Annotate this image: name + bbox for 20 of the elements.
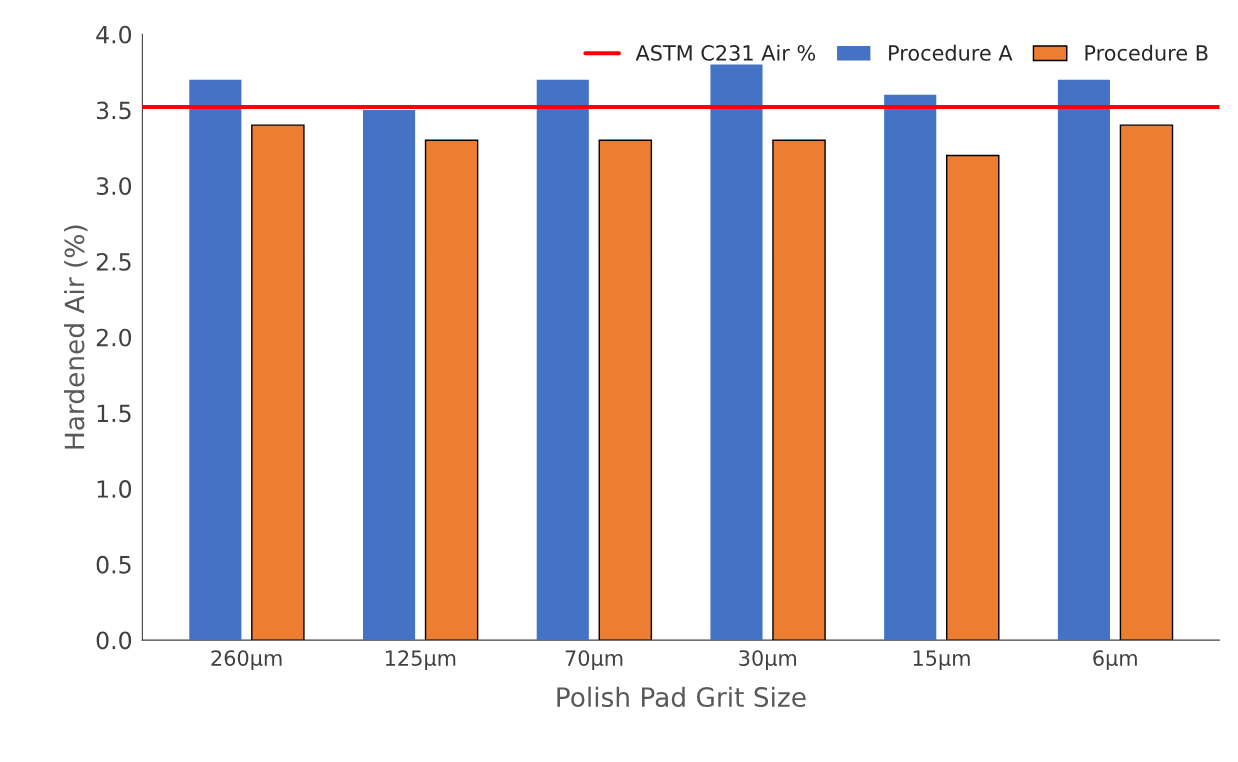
x-tick-label: 6µm — [1093, 650, 1137, 670]
y-tick-label: 3.5 — [96, 101, 131, 120]
y-tick-label: 2.0 — [96, 328, 132, 347]
x-axis-title: Polish Pad Grit Size — [557, 686, 806, 708]
y-tick-label: 1.0 — [97, 480, 132, 498]
legend-label: Procedure B — [1085, 44, 1208, 61]
y-tick-label: 4.0 — [96, 25, 132, 44]
y-tick-label: 0.0 — [96, 631, 132, 650]
y-tick-label: 1.5 — [97, 404, 131, 423]
legend-label: ASTM C231 Air % — [635, 44, 816, 61]
x-tick-label: 15µm — [913, 650, 970, 670]
y-tick-label: 2.5 — [96, 252, 131, 271]
x-tick-label: 125µm — [385, 650, 456, 670]
x-tick-label: 70µm — [565, 650, 623, 670]
y-axis-title: Hardened Air (%) — [64, 225, 88, 449]
y-tick-label: 0.5 — [96, 555, 131, 574]
y-tick-label: 3.0 — [96, 177, 132, 196]
legend-label: Procedure A — [889, 44, 1013, 61]
x-tick-label: 30µm — [739, 650, 797, 670]
x-tick-label: 260µm — [211, 650, 282, 670]
